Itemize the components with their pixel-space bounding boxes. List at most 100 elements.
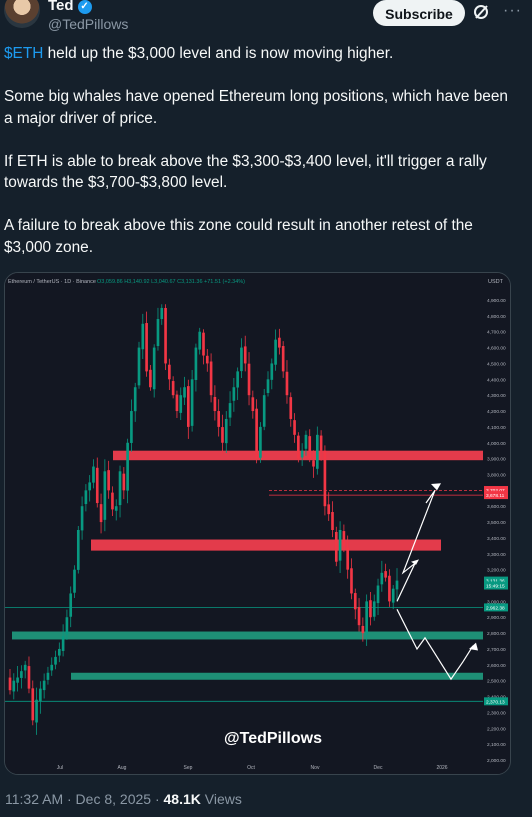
- candle-body: [217, 411, 221, 427]
- candle-body: [365, 601, 368, 635]
- candle-body: [350, 568, 353, 594]
- candle-body: [168, 364, 171, 380]
- candle-body: [213, 396, 217, 412]
- candle-body: [285, 371, 289, 396]
- candle-body: [145, 323, 148, 372]
- candle-body: [395, 580, 399, 590]
- candle-body: [175, 394, 179, 412]
- tweet-paragraph-1: $ETH held up the $3,000 level and is now…: [4, 45, 394, 62]
- candle-body: [133, 387, 137, 412]
- price-tick-label: 4,900.00: [487, 298, 506, 304]
- candle-body: [164, 307, 167, 364]
- candle-body: [194, 347, 198, 380]
- candle-body: [69, 593, 73, 617]
- timestamp[interactable]: 11:32 AM · Dec 8, 2025 ·: [5, 791, 164, 807]
- price-tick-label: 2,900.00: [487, 615, 506, 621]
- candle-body: [80, 506, 84, 531]
- candle-body: [111, 492, 114, 510]
- candle-body: [57, 648, 61, 656]
- chart-arrows: [396, 483, 478, 681]
- bullish-projection-arrow: [396, 489, 436, 602]
- tweet-text: $ETH held up the $3,000 level and is now…: [4, 43, 519, 280]
- candle-body: [209, 361, 213, 396]
- price-tick-label: 2,300.00: [487, 710, 506, 716]
- candle-body: [190, 379, 194, 426]
- price-badge-bg: [484, 697, 508, 706]
- candle-body: [289, 397, 293, 419]
- candle-body: [380, 572, 384, 585]
- candle-body: [327, 504, 331, 515]
- candle-body: [205, 355, 209, 364]
- price-tick-label: 2,700.00: [487, 647, 506, 653]
- price-badge-bg: [484, 486, 508, 495]
- price-badge-label: 2,370.13: [486, 699, 505, 705]
- price-badge-label: 2,962.38: [486, 605, 505, 611]
- candle-body: [50, 664, 54, 671]
- candle-body: [232, 387, 236, 401]
- grok-icon[interactable]: [472, 3, 490, 21]
- price-tick-label: 2,200.00: [487, 726, 506, 732]
- candle-body: [331, 512, 334, 530]
- candle-body: [372, 601, 376, 617]
- price-badge: 15:49:15: [484, 581, 508, 590]
- candle-body: [384, 571, 387, 578]
- candle-body: [221, 427, 224, 443]
- arrowhead-icon: [431, 483, 441, 491]
- candle-body: [361, 625, 365, 634]
- price-badge: 2,962.38: [484, 603, 508, 612]
- chart-axis: 4,900.00 4,800.00 4,700.00 4,600.00 4,500.00…: [57, 298, 508, 771]
- author-name[interactable]: Ted ✓: [48, 0, 92, 14]
- chart-candles: [8, 304, 399, 735]
- time-tick-label: Aug: [118, 765, 127, 771]
- price-tick-label: 4,500.00: [487, 361, 506, 367]
- candle-body: [61, 636, 65, 651]
- candle-body: [122, 473, 126, 491]
- view-count: 48.1K: [163, 791, 201, 807]
- candle-body: [156, 319, 160, 347]
- price-tick-label: 4,200.00: [487, 409, 506, 415]
- views-label: Views: [200, 791, 242, 807]
- cashtag-link[interactable]: $ETH: [4, 45, 44, 62]
- time-tick-label: Nov: [311, 765, 320, 771]
- tweet-footer: 11:32 AM · Dec 8, 2025 · 48.1K Views: [5, 791, 242, 807]
- candle-body: [308, 436, 312, 459]
- author-handle[interactable]: @TedPillows: [48, 16, 129, 32]
- more-options-icon[interactable]: ···: [503, 2, 522, 19]
- candle-body: [114, 506, 118, 511]
- price-tick-label: 3,000.00: [487, 599, 506, 605]
- eth-price-chart: 4,900.00 4,800.00 4,700.00 4,600.00 4,500.00…: [5, 273, 510, 774]
- candle-body: [179, 395, 183, 413]
- price-badge-bg: [484, 491, 508, 500]
- tweet-header: Ted ✓ @TedPillows Subscribe ···: [0, 0, 532, 40]
- candle-body: [334, 531, 338, 562]
- chart-image[interactable]: 4,900.00 4,800.00 4,700.00 4,600.00 4,500.00…: [4, 272, 511, 775]
- candle-body: [23, 664, 27, 671]
- candle-body: [278, 337, 281, 348]
- price-tick-label: 4,800.00: [487, 314, 506, 320]
- candle-body: [31, 688, 35, 721]
- candle-body: [323, 450, 327, 507]
- candle-body: [183, 387, 186, 398]
- time-tick-label: 2026: [436, 765, 447, 771]
- candle-body: [65, 617, 69, 635]
- arrowhead-icon: [469, 642, 478, 651]
- candle-body: [297, 435, 300, 459]
- candle-body: [346, 547, 350, 570]
- candle-body: [46, 672, 50, 680]
- avatar[interactable]: [4, 0, 40, 28]
- subscribe-button[interactable]: Subscribe: [373, 0, 465, 26]
- chart-ohlc: O3,059.86 H3,140.92 L3,040.67 C3,131.36 …: [97, 279, 245, 285]
- candle-body: [88, 482, 92, 491]
- candle-body: [137, 347, 141, 386]
- price-tick-label: 3,200.00: [487, 568, 506, 574]
- candle-body: [107, 470, 110, 491]
- candle-body: [270, 363, 274, 380]
- candle-body: [376, 585, 380, 604]
- candle-body: [92, 466, 95, 483]
- candle-body: [338, 530, 342, 561]
- price-badge: 3,678.11: [484, 491, 508, 500]
- candle-body: [243, 346, 247, 364]
- price-tick-label: 2,000.00: [487, 758, 506, 764]
- candle-body: [126, 442, 129, 491]
- time-tick-label: Oct: [247, 765, 255, 771]
